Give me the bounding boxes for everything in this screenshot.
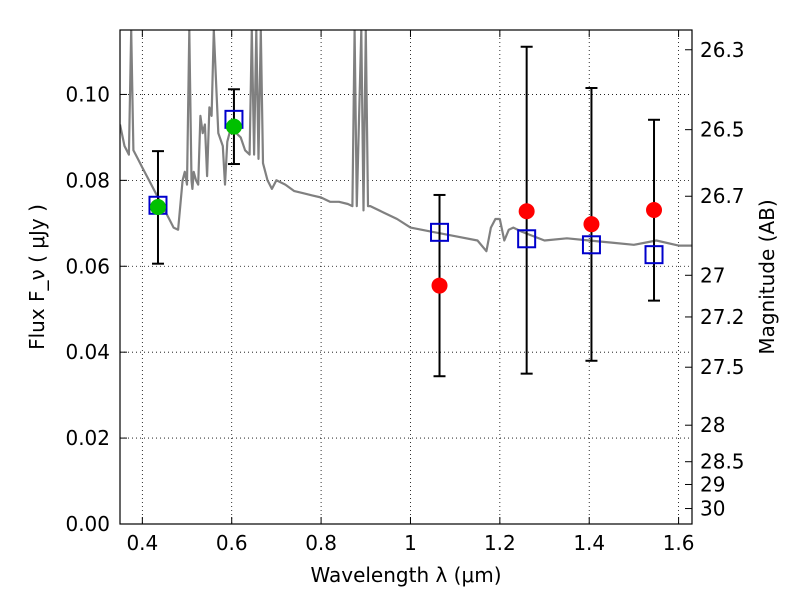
right-tick-label: 28 [700, 413, 725, 437]
y-tick-label: 0.08 [65, 168, 110, 192]
y-axis-label: Flux F_ν ( μJy ) [25, 204, 49, 350]
x-tick-label: 1.2 [484, 531, 516, 555]
right-tick-label: 27.2 [700, 305, 745, 329]
right-tick-label: 26.5 [700, 118, 745, 142]
plot-frame [119, 29, 693, 525]
y-tick-label: 0.06 [65, 254, 110, 278]
right-axis-label: Magnitude (AB) [755, 199, 779, 354]
x-tick-label: 0.8 [305, 531, 337, 555]
observed-flux-point [646, 201, 663, 218]
right-tick-label: 26.7 [700, 184, 745, 208]
x-tick-label: 0.6 [216, 531, 248, 555]
model-spectrum-line [120, 30, 692, 253]
observed-flux-point [225, 118, 242, 135]
right-tick-label: 26.3 [700, 38, 745, 62]
y-tick-label: 0.04 [65, 340, 110, 364]
model-flux-square [581, 235, 601, 255]
right-tick-label: 29 [700, 472, 725, 496]
x-tick-label: 1 [404, 531, 417, 555]
axis-ticks: 0.4 0.6 0.8 1 1.2 1.4 1.6 0.00 0.02 0.04 0.06 0.08 0… [65, 30, 745, 555]
y-tick-label: 0.02 [65, 426, 110, 450]
y-tick-label: 0.00 [65, 512, 110, 536]
x-tick-label: 1.4 [573, 531, 605, 555]
right-tick-label: 30 [700, 497, 725, 521]
grid [120, 30, 692, 524]
model-flux-square [644, 245, 664, 265]
model-flux-square [517, 229, 537, 249]
observed-flux-point [431, 277, 448, 294]
plot-data [120, 30, 692, 378]
observed-flux-point [583, 216, 600, 233]
right-tick-label: 28.5 [700, 450, 745, 474]
x-tick-label: 1.6 [663, 531, 695, 555]
right-tick-label: 27.5 [700, 355, 745, 379]
right-tick-label: 27 [700, 263, 725, 287]
observed-flux-point [149, 198, 166, 215]
x-tick-label: 0.4 [126, 531, 158, 555]
model-flux-square [430, 222, 450, 242]
y-tick-label: 0.10 [65, 82, 110, 106]
observed-flux-point [518, 203, 535, 220]
x-axis-label: Wavelength λ (μm) [310, 563, 501, 587]
